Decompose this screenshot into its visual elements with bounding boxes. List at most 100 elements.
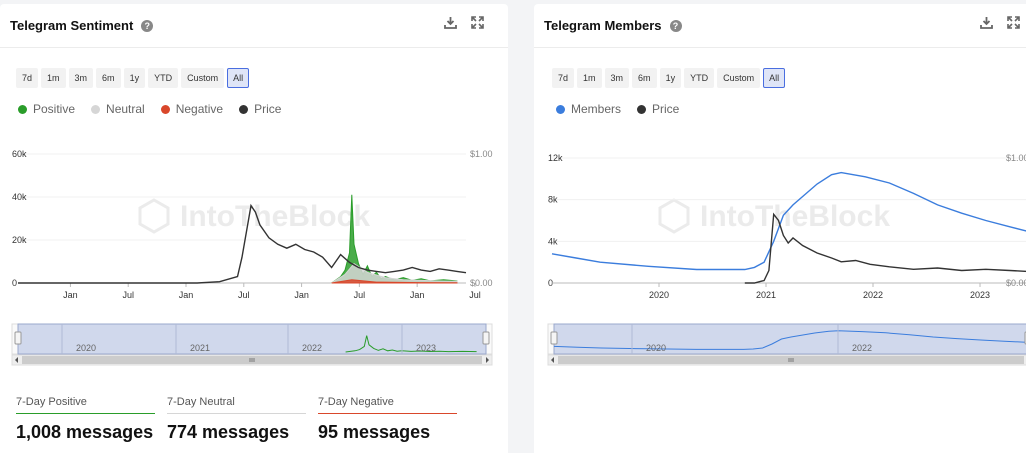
navigator-selection[interactable] bbox=[553, 323, 1026, 355]
navigator-handle[interactable] bbox=[550, 331, 558, 345]
stat-value: 774 messages bbox=[167, 422, 290, 442]
legend-dot-icon bbox=[556, 104, 565, 114]
legend-dot-icon bbox=[637, 104, 647, 114]
watermark: IntoTheBlock bbox=[138, 198, 370, 234]
series-price-line bbox=[18, 203, 467, 284]
sentiment-chart: IntoTheBlock 0 20k 40k 60k $0.00 $1.00 Jan Jul Ja… bbox=[11, 149, 493, 366]
series-neutral-area bbox=[329, 262, 458, 284]
range-button-1m[interactable]: 1m bbox=[41, 68, 66, 88]
help-icon[interactable]: ? bbox=[141, 19, 154, 32]
x-axis-tick-label: 2022 bbox=[863, 290, 883, 300]
x-axis-tick-label: Jul bbox=[354, 290, 366, 300]
navigator-handle[interactable] bbox=[482, 331, 490, 345]
scroll-left-icon[interactable] bbox=[551, 357, 554, 363]
range-button-1y[interactable]: 1y bbox=[659, 68, 682, 88]
y-right-tick-label: $0.00 bbox=[1006, 278, 1026, 288]
range-navigator[interactable]: 2020 2022 bbox=[547, 323, 1026, 355]
stat-7-day-neutral: 7-Day Neutral 774 messages bbox=[167, 396, 306, 443]
range-button-ytd[interactable]: YTD bbox=[148, 68, 179, 88]
legend-dot-icon bbox=[160, 104, 170, 114]
x-axis-tick-label: Jul bbox=[238, 290, 250, 300]
series-negative-area bbox=[331, 279, 458, 284]
card-title: Telegram Sentiment bbox=[10, 18, 134, 33]
navigator-label: 2020 bbox=[76, 343, 96, 353]
range-button-6m[interactable]: 6m bbox=[96, 68, 121, 88]
range-button-custom[interactable]: Custom bbox=[181, 68, 225, 88]
y-right-tick-label: $1.00 bbox=[1006, 153, 1026, 163]
range-button-3m[interactable]: 3m bbox=[68, 68, 94, 88]
range-button-7d[interactable]: 7d bbox=[16, 68, 39, 88]
x-axis-tick-label: Jan bbox=[63, 290, 78, 300]
y-axis-tick-label: 20k bbox=[12, 235, 27, 245]
navigator-label: 2023 bbox=[416, 343, 436, 353]
legend-item-negative[interactable]: Negative bbox=[160, 102, 224, 116]
navigator-scrollbar[interactable] bbox=[547, 354, 1026, 366]
legend-dot-icon bbox=[91, 104, 101, 114]
x-axis-tick-label: Jul bbox=[122, 290, 134, 300]
y-axis-tick-label: 0 bbox=[12, 278, 17, 288]
range-button-custom[interactable]: Custom bbox=[717, 68, 761, 88]
navigator-label: 2020 bbox=[646, 343, 666, 353]
navigator-series-line bbox=[345, 335, 477, 353]
y-right-tick-label: $1.00 bbox=[470, 149, 493, 159]
legend-label: Positive bbox=[33, 102, 76, 116]
expand-icon[interactable] bbox=[1007, 16, 1020, 29]
stat-7-day-negative: 7-Day Negative 95 messages bbox=[318, 396, 457, 443]
navigator-handle[interactable] bbox=[14, 331, 22, 345]
x-axis-tick-label: 2021 bbox=[756, 290, 776, 300]
range-button-all[interactable]: All bbox=[227, 68, 250, 88]
range-button-7d[interactable]: 7d bbox=[552, 68, 575, 88]
watermark-text: IntoTheBlock bbox=[700, 200, 890, 233]
series-members-line bbox=[551, 171, 1026, 271]
legend-item-price[interactable]: Price bbox=[239, 102, 281, 116]
stat-label: 7-Day Neutral bbox=[167, 396, 306, 414]
range-button-ytd[interactable]: YTD bbox=[684, 68, 715, 88]
telegram-members-card: Telegram Members ? 7d 1m 3m 6m 1y YTD Custom Al… bbox=[534, 4, 1026, 453]
y-axis-tick-label: 12k bbox=[548, 153, 563, 163]
range-button-1m[interactable]: 1m bbox=[577, 68, 602, 88]
x-axis-tick-label: 2020 bbox=[649, 290, 669, 300]
scroll-right-icon[interactable] bbox=[486, 357, 489, 363]
help-icon[interactable]: ? bbox=[669, 19, 682, 32]
navigator-label: 2021 bbox=[190, 343, 210, 353]
navigator-label: 2022 bbox=[302, 343, 322, 353]
y-axis-tick-label: 8k bbox=[548, 195, 558, 205]
card-title: Telegram Members bbox=[544, 18, 662, 33]
card-header: Telegram Members ? bbox=[534, 4, 1026, 48]
legend-item-members[interactable]: Members bbox=[556, 102, 621, 116]
download-icon[interactable] bbox=[444, 16, 457, 29]
watermark-text: IntoTheBlock bbox=[180, 200, 370, 233]
card-header: Telegram Sentiment ? bbox=[0, 4, 508, 48]
range-button-6m[interactable]: 6m bbox=[632, 68, 657, 88]
chart-legend: Members Price bbox=[556, 102, 679, 116]
stat-value: 1,008 messages bbox=[16, 422, 154, 442]
range-button-all[interactable]: All bbox=[763, 68, 786, 88]
navigator-scrollbar[interactable] bbox=[11, 354, 493, 366]
range-button-3m[interactable]: 3m bbox=[604, 68, 630, 88]
series-price-line bbox=[744, 212, 1026, 284]
stat-label: 7-Day Negative bbox=[318, 396, 457, 414]
y-axis-tick-label: 40k bbox=[12, 192, 27, 202]
navigator-series-line bbox=[553, 330, 1026, 350]
x-axis-tick-label: Jul bbox=[469, 290, 481, 300]
legend-label: Members bbox=[571, 102, 622, 116]
range-navigator[interactable]: 2020 2021 2022 2023 bbox=[11, 323, 493, 355]
watermark: IntoTheBlock bbox=[658, 198, 890, 234]
legend-label: Negative bbox=[175, 102, 224, 116]
stat-value: 95 messages bbox=[318, 422, 431, 442]
range-selector: 7d 1m 3m 6m 1y YTD Custom All bbox=[16, 68, 250, 88]
legend-item-neutral[interactable]: Neutral bbox=[91, 102, 145, 116]
x-axis-tick-label: Jan bbox=[410, 290, 425, 300]
members-chart: IntoTheBlock 0 4k 8k 12k $0.00 $1.00 2020 2021 20… bbox=[547, 153, 1026, 366]
y-right-tick-label: $0.00 bbox=[470, 278, 493, 288]
stat-label: 7-Day Positive bbox=[16, 396, 155, 414]
range-button-1y[interactable]: 1y bbox=[123, 68, 146, 88]
watermark-logo-icon bbox=[138, 198, 170, 234]
download-icon[interactable] bbox=[980, 16, 993, 29]
legend-item-price[interactable]: Price bbox=[637, 102, 679, 116]
legend-dot-icon bbox=[239, 104, 249, 114]
legend-item-positive[interactable]: Positive bbox=[18, 102, 75, 116]
expand-icon[interactable] bbox=[471, 16, 484, 29]
navigator-label: 2022 bbox=[852, 343, 872, 353]
scroll-left-icon[interactable] bbox=[15, 357, 18, 363]
